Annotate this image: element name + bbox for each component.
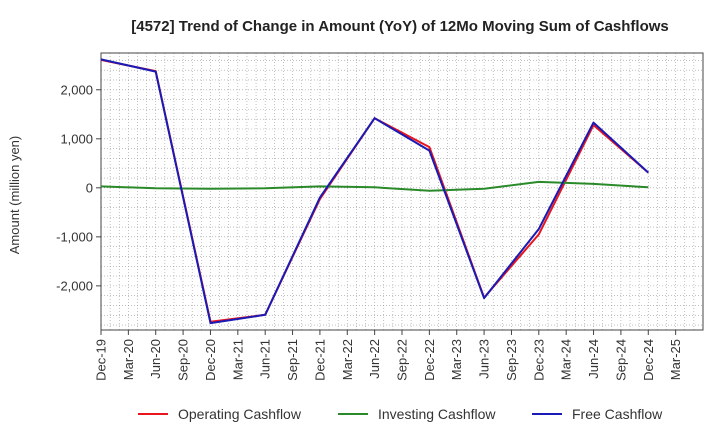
- x-tick-label: Jun-23: [477, 339, 492, 379]
- x-tick-label: Sep-23: [504, 339, 519, 381]
- x-tick-label: Jun-24: [586, 339, 601, 379]
- legend-label: Investing Cashflow: [378, 406, 496, 422]
- y-tick-label: 2,000: [60, 82, 93, 97]
- legend-label: Operating Cashflow: [178, 406, 302, 422]
- x-tick-label: Dec-22: [422, 339, 437, 381]
- plot-area: [100, 52, 704, 331]
- x-tick-label: Jun-21: [258, 339, 273, 379]
- x-tick-label: Mar-24: [559, 339, 574, 380]
- x-tick-label: Sep-24: [613, 339, 628, 381]
- series-line-investing-cashflow: [100, 180, 649, 192]
- y-tick-label: 1,000: [60, 131, 93, 146]
- x-tick-label: Dec-20: [203, 339, 218, 381]
- x-tick-label: Mar-21: [230, 339, 245, 380]
- x-tick-label: Mar-25: [668, 339, 683, 380]
- x-tick-label: Jun-20: [148, 339, 163, 379]
- series-line-free-cashflow: [100, 58, 649, 325]
- x-tick-label: Dec-21: [312, 339, 327, 381]
- x-tick-label: Mar-23: [449, 339, 464, 380]
- y-axis-ticks: -2,000 -1,000 0 1,000 2,000: [56, 82, 101, 293]
- y-tick-label: 0: [86, 180, 93, 195]
- x-tick-label: Dec-23: [531, 339, 546, 381]
- x-tick-label: Mar-20: [121, 339, 136, 380]
- x-tick-label: Dec-24: [641, 339, 656, 381]
- x-tick-label: Mar-22: [340, 339, 355, 380]
- x-axis-ticks: Dec-19 Mar-20 Jun-20 Sep-20 Dec-20 Mar-21 Jun-…: [94, 330, 683, 381]
- y-tick-label: -2,000: [56, 278, 93, 293]
- chart-title: [4572] Trend of Change in Amount (YoY) o…: [131, 18, 669, 35]
- x-tick-label: Jun-22: [367, 339, 382, 379]
- legend: Operating Cashflow Investing Cashflow Free…: [138, 406, 663, 422]
- x-tick-label: Sep-20: [176, 339, 191, 381]
- x-tick-label: Dec-19: [94, 339, 109, 381]
- y-tick-label: -1,000: [56, 229, 93, 244]
- series-line-operating-cashflow: [100, 58, 649, 323]
- x-tick-label: Sep-22: [395, 339, 410, 381]
- x-tick-label: Sep-21: [285, 339, 300, 381]
- legend-label: Free Cashflow: [572, 406, 663, 422]
- y-axis-label: Amount (million yen): [7, 136, 22, 255]
